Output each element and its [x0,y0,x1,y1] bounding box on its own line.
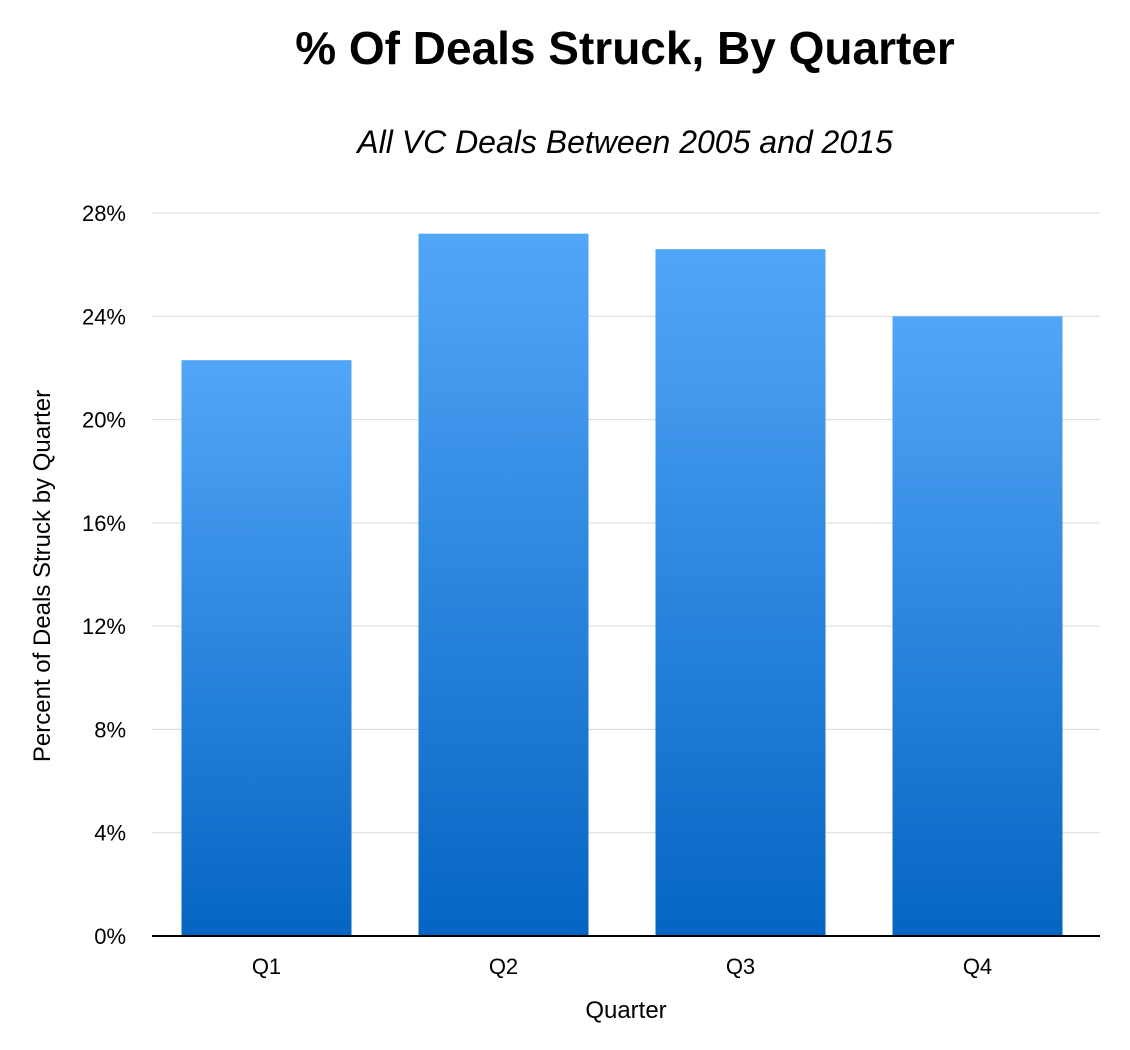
bar-q1 [181,360,352,936]
bars [181,233,1063,936]
y-tick-label: 4% [94,821,126,846]
x-tick-label: Q1 [252,954,281,979]
y-tick-label: 24% [82,304,126,329]
chart-subtitle: All VC Deals Between 2005 and 2015 [357,124,893,160]
chart-title: % Of Deals Struck, By Quarter [295,22,955,74]
y-tick-label: 28% [82,201,126,226]
y-tick-label: 0% [94,924,126,949]
bar-q3 [655,249,826,936]
x-tick-label: Q4 [963,954,992,979]
y-axis-label: Percent of Deals Struck by Quarter [29,390,56,762]
tick-labels: 0% 4% 8% 12% 16% 20% 24% 28% Q1 Q2 Q3 Q4 [82,201,992,979]
x-axis-label: Quarter [585,997,666,1024]
y-tick-label: 16% [82,511,126,536]
x-tick-label: Q3 [726,954,755,979]
bar-q2 [418,233,589,936]
y-tick-label: 12% [82,614,126,639]
y-tick-label: 8% [94,717,126,742]
x-tick-label: Q2 [489,954,518,979]
bar-q4 [892,316,1063,936]
y-tick-label: 20% [82,408,126,433]
